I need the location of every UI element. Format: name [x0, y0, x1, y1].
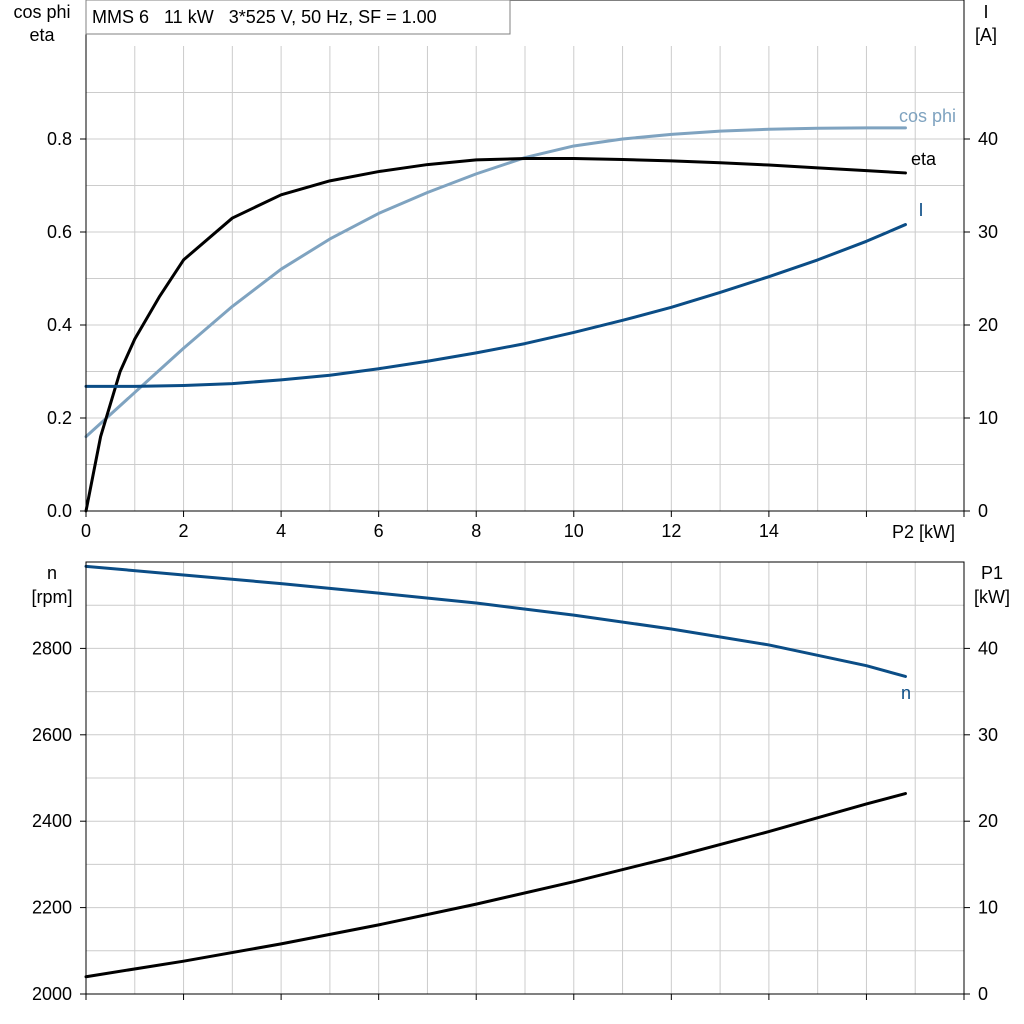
right-tick-label: 0: [978, 984, 988, 1004]
upper-series-lines: [84, 126, 907, 513]
upper-left-ticks: 0.0 0.2 0.4 0.6 0.8: [47, 129, 86, 521]
right-tick-label: 10: [978, 898, 998, 918]
x-tick-label: 6: [374, 521, 384, 541]
upper-x-ticks: 0 2 4 6 8 10 12 14: [81, 511, 965, 541]
left-tick-label: 0.8: [47, 129, 72, 149]
right-tick-label: 10: [978, 408, 998, 428]
chart-title-frame: [85, 0, 511, 35]
series-label-eta: eta: [911, 149, 937, 169]
chart-title-box: MMS 6 11 kW 3*525 V, 50 Hz, SF = 1.00: [85, 0, 511, 35]
x-axis-label: P2 [kW]: [892, 522, 955, 542]
left-tick-label: 0.2: [47, 408, 72, 428]
series-label-n: n: [901, 683, 911, 703]
upper-left-axis-label-line2: eta: [29, 25, 55, 45]
x-tick-label: 10: [564, 521, 584, 541]
left-tick-label: 2600: [32, 725, 72, 745]
right-tick-label: 40: [978, 638, 998, 658]
series-line-i: [84, 223, 907, 388]
right-tick-label: 30: [978, 222, 998, 242]
x-tick-label: 14: [759, 521, 779, 541]
series-label-i: I: [918, 200, 923, 220]
series-line-n: [84, 564, 907, 678]
lower-right-axis-label-line1: P1: [981, 563, 1003, 583]
x-tick-label: 8: [471, 521, 481, 541]
lower-right-axis-label-line2: [kW]: [974, 587, 1010, 607]
upper-right-axis-label-line2: [A]: [975, 25, 997, 45]
left-tick-label: 2400: [32, 811, 72, 831]
series-line-eta: [84, 157, 907, 513]
right-tick-label: 20: [978, 315, 998, 335]
x-tick-label: 0: [81, 521, 91, 541]
left-tick-label: 0.4: [47, 315, 72, 335]
upper-right-axis-label-line1: I: [983, 2, 988, 22]
x-tick-label: 2: [179, 521, 189, 541]
left-tick-label: 0.6: [47, 222, 72, 242]
right-tick-label: 0: [978, 501, 988, 521]
lower-left-ticks: 2000 2200 2400 2600 2800: [32, 638, 86, 1004]
left-tick-label: 2800: [32, 638, 72, 658]
lower-series-lines: [84, 564, 907, 979]
lower-left-axis-label-line2: [rpm]: [31, 587, 72, 607]
upper-left-axis-label-line1: cos phi: [13, 2, 70, 22]
right-tick-label: 30: [978, 725, 998, 745]
chart-title: MMS 6 11 kW 3*525 V, 50 Hz, SF = 1.00: [92, 7, 437, 27]
lower-panel: 2000 2200 2400 2600 2800 0 10 20 30 40 n [rpm] P…: [31, 561, 1010, 1004]
series-line-p1: [84, 792, 907, 979]
upper-panel: 0.0 0.2 0.4 0.6 0.8 0 10 20 30 40 0 2 4 6 8 10 12 14 co…: [13, 0, 998, 542]
lower-left-axis-label-line1: n: [47, 563, 57, 583]
right-tick-label: 20: [978, 811, 998, 831]
lower-plot-frame: [85, 561, 965, 995]
lower-grid: [86, 562, 964, 994]
upper-grid: [86, 46, 964, 511]
series-line-cos-phi: [84, 126, 907, 439]
left-tick-label: 2200: [32, 898, 72, 918]
lower-x-ticks: [85, 994, 965, 1000]
upper-right-ticks: 0 10 20 30 40: [964, 129, 998, 521]
right-tick-label: 40: [978, 129, 998, 149]
x-tick-label: 12: [661, 521, 681, 541]
left-tick-label: 0.0: [47, 501, 72, 521]
series-label-cos-phi: cos phi: [899, 106, 956, 126]
upper-plot-frame: [85, 0, 965, 512]
x-tick-label: 4: [276, 521, 286, 541]
lower-right-ticks: 0 10 20 30 40: [964, 638, 998, 1004]
left-tick-label: 2000: [32, 984, 72, 1004]
